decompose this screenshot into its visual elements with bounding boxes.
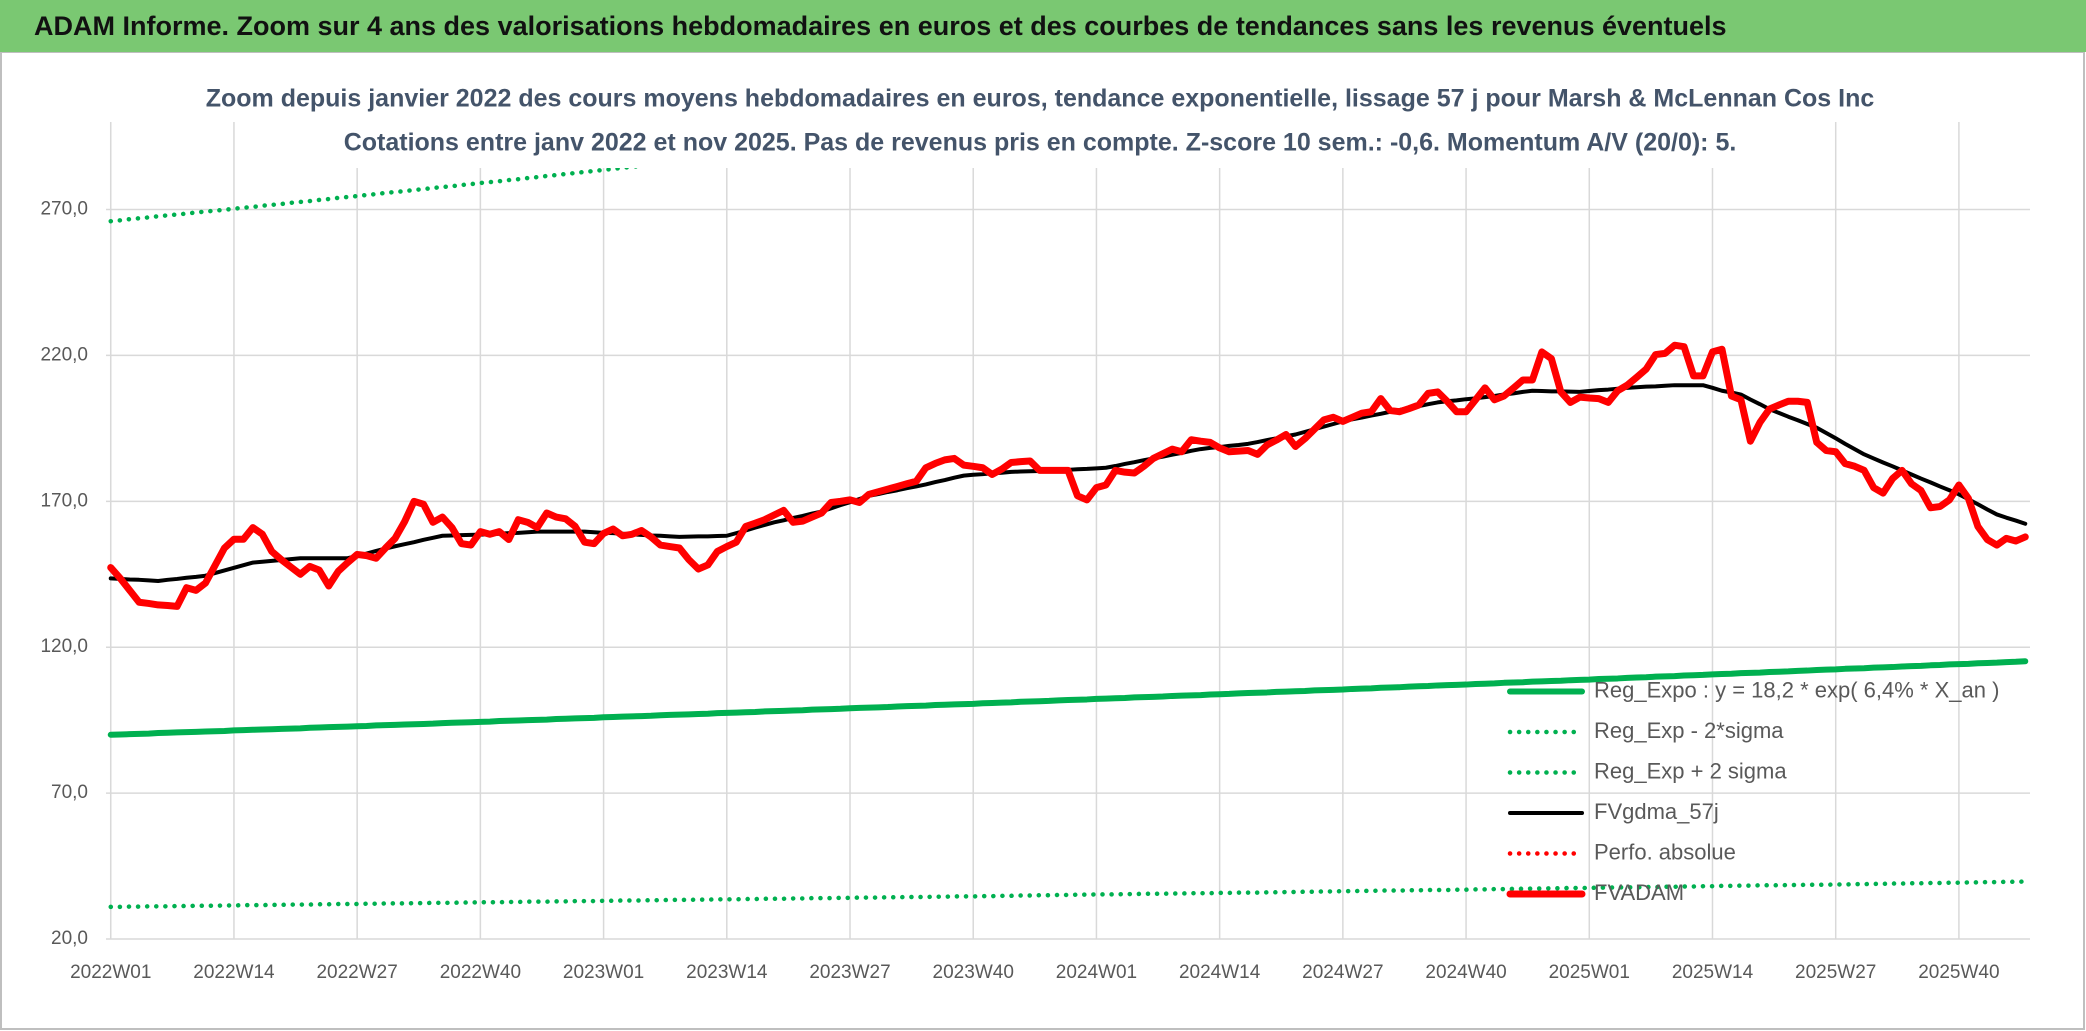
series-line [107,341,2029,610]
chart-title: Zoom depuis janvier 2022 des cours moyen… [206,85,1875,113]
x-tick-label: 2023W01 [563,962,644,983]
axes: 20,0 70,0 120,0 170,0 220,0 270,0 2022W01 2022W… [40,199,1999,983]
series-line [108,879,2028,910]
x-tick-label: 2022W01 [70,962,151,983]
legend: Reg_Expo : y = 18,2 * exp( 6,4% * X_an )… [1506,677,1999,905]
chart-subtitle: Cotations entre janv 2022 et nov 2025. P… [344,129,1737,157]
title-box [246,80,1830,168]
x-tick-label: 2024W01 [1056,962,1137,983]
legend-label: FVgdma_57j [1594,799,1719,824]
y-tick-label: 120,0 [40,636,88,657]
x-tick-label: 2023W14 [686,962,768,983]
y-tick-label: 70,0 [51,782,88,803]
x-tick-label: 2023W27 [809,962,890,983]
x-tick-label: 2025W27 [1795,962,1876,983]
x-tick-label: 2022W14 [193,962,275,983]
grid [106,122,2030,940]
x-tick-label: 2024W40 [1425,962,1506,983]
x-tick-label: 2024W14 [1179,962,1261,983]
x-tick-label: 2025W40 [1918,962,1999,983]
x-tick-label: 2025W01 [1549,962,1630,983]
series-line [107,658,2029,738]
legend-label: Perfo. absolue [1594,839,1736,864]
legend-label: Reg_Exp + 2 sigma [1594,758,1787,783]
x-tick-label: 2024W27 [1302,962,1383,983]
y-tick-label: 220,0 [40,344,88,365]
y-tick-label: 270,0 [40,199,88,220]
header-bar [0,0,2086,52]
x-tick-label: 2022W40 [440,962,521,983]
legend-label: Reg_Expo : y = 18,2 * exp( 6,4% * X_an ) [1594,677,1999,702]
x-tick-label: 2023W40 [933,962,1014,983]
y-tick-label: 20,0 [51,928,88,949]
x-tick-label: 2022W27 [316,962,397,983]
legend-label: FVADAM [1594,880,1684,905]
series-line [108,122,1059,224]
header-title: ADAM Informe. Zoom sur 4 ans des valoris… [34,11,1727,41]
legend-label: Reg_Exp - 2*sigma [1594,718,1784,743]
y-tick-label: 170,0 [40,490,88,511]
series-lines [107,122,2029,910]
x-tick-label: 2025W14 [1672,962,1754,983]
